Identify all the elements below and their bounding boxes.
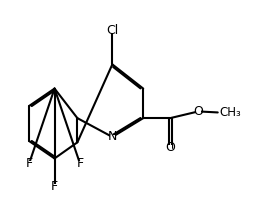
Bar (78, 162, 82, 166)
Text: O: O (193, 105, 203, 118)
Text: O: O (165, 141, 175, 154)
Text: CH₃: CH₃ (219, 106, 241, 119)
Bar (196, 109, 201, 114)
Text: F: F (25, 157, 33, 170)
Text: F: F (51, 180, 58, 193)
Text: F: F (76, 157, 84, 170)
Bar (27, 162, 31, 166)
Text: N: N (108, 130, 117, 143)
Bar (110, 135, 115, 139)
Bar (168, 145, 172, 150)
Bar (109, 28, 116, 33)
Bar (53, 184, 57, 189)
Text: Cl: Cl (106, 24, 118, 37)
